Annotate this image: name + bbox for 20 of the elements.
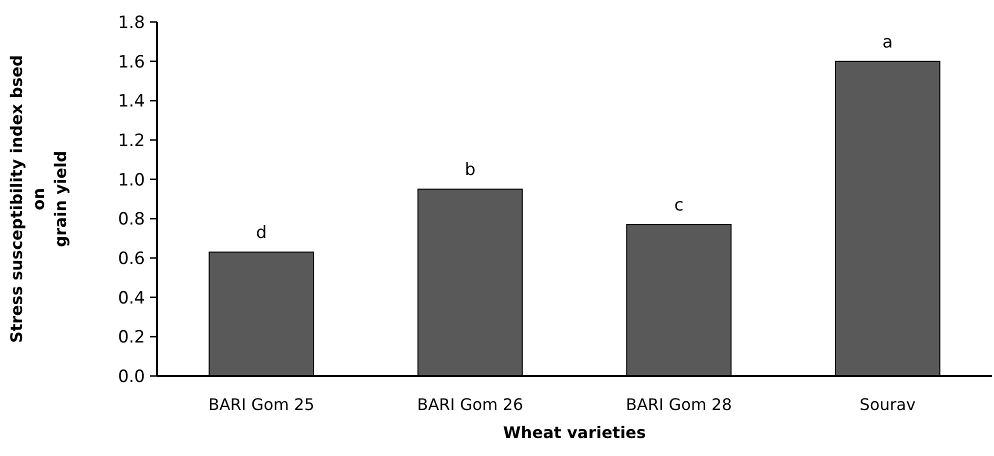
y-tick-label: 1.2 (118, 130, 145, 151)
x-axis-title: Wheat varieties (503, 423, 646, 442)
y-axis-title: Stress susceptibility index bsed on grain yield (7, 55, 70, 343)
annotation: b (464, 160, 476, 180)
y-tick-label: 0.0 (118, 366, 145, 387)
y-tick-label: 0.4 (118, 288, 145, 308)
annotation: a (882, 32, 893, 52)
x-tick-label: BARI Gom 26 (417, 395, 524, 414)
x-tick-label: BARI Gom 25 (208, 395, 314, 414)
y-tick-label: 0.6 (118, 248, 145, 269)
y-tick-label: 0.8 (118, 210, 145, 230)
y-tick-label: 0.2 (118, 328, 145, 348)
y-tick-label: 1.0 (118, 170, 145, 190)
y-tick-label: 1.8 (118, 12, 145, 33)
annotation: d (256, 223, 267, 244)
y-tick-label: 1.6 (118, 52, 145, 72)
annotation: c (674, 196, 684, 216)
y-tick-label: 1.4 (118, 92, 145, 112)
x-tick-label: Sourav (860, 395, 916, 414)
x-tick-label: BARI Gom 28 (626, 395, 732, 414)
